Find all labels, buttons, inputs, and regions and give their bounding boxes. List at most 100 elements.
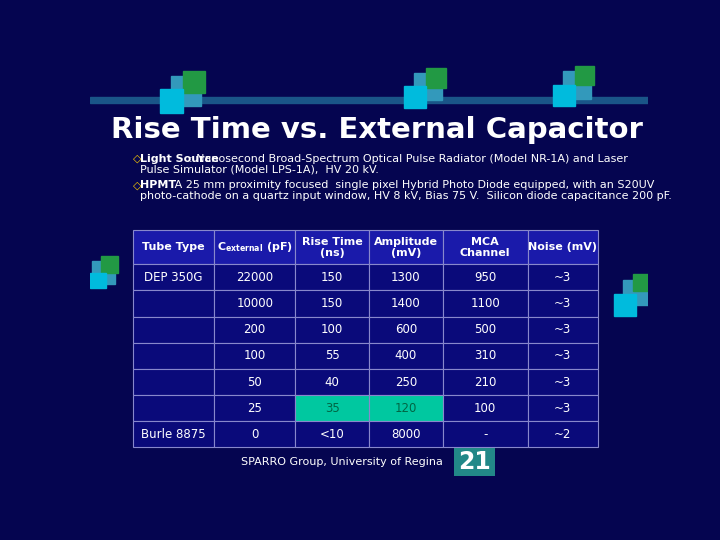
Bar bbox=[528, 291, 598, 316]
Bar bbox=[369, 369, 443, 395]
Bar bbox=[183, 71, 204, 92]
Bar bbox=[132, 343, 214, 369]
Text: C$_{\mathregular{external}}$ (pF): C$_{\mathregular{external}}$ (pF) bbox=[217, 240, 292, 254]
Bar bbox=[214, 421, 295, 448]
Text: 22000: 22000 bbox=[236, 271, 274, 284]
Bar bbox=[563, 71, 590, 99]
Text: Noise (mV): Noise (mV) bbox=[528, 242, 598, 252]
Text: 40: 40 bbox=[325, 375, 340, 389]
Text: ~3: ~3 bbox=[554, 297, 572, 310]
Bar bbox=[624, 280, 648, 305]
Bar bbox=[443, 264, 528, 291]
Bar bbox=[295, 231, 369, 264]
Bar bbox=[295, 291, 369, 316]
Bar bbox=[132, 395, 214, 421]
Text: 120: 120 bbox=[395, 402, 417, 415]
Bar bbox=[443, 343, 528, 369]
Text: DEP 350G: DEP 350G bbox=[144, 271, 202, 284]
Text: Amplitude: Amplitude bbox=[374, 237, 438, 247]
Bar bbox=[528, 231, 598, 264]
Text: ~3: ~3 bbox=[554, 402, 572, 415]
Bar bbox=[214, 395, 295, 421]
Bar bbox=[528, 421, 598, 448]
Bar bbox=[295, 421, 369, 448]
Text: Burle 8875: Burle 8875 bbox=[141, 428, 206, 441]
Text: 400: 400 bbox=[395, 349, 417, 362]
Text: 100: 100 bbox=[474, 402, 496, 415]
Text: ~3: ~3 bbox=[554, 323, 572, 336]
Text: 1300: 1300 bbox=[391, 271, 420, 284]
Text: 500: 500 bbox=[474, 323, 496, 336]
Text: 1400: 1400 bbox=[391, 297, 420, 310]
Text: 210: 210 bbox=[474, 375, 496, 389]
Text: 8000: 8000 bbox=[391, 428, 420, 441]
Text: Pulse Simulator (Model LPS-1A),  HV 20 kV.: Pulse Simulator (Model LPS-1A), HV 20 kV… bbox=[140, 165, 379, 175]
Bar bbox=[414, 72, 442, 100]
Bar bbox=[214, 343, 295, 369]
Text: -: - bbox=[483, 428, 487, 441]
Text: 310: 310 bbox=[474, 349, 496, 362]
Text: 21: 21 bbox=[458, 450, 491, 474]
Text: 50: 50 bbox=[247, 375, 262, 389]
Text: (mV): (mV) bbox=[391, 248, 421, 259]
Text: ~3: ~3 bbox=[554, 349, 572, 362]
Text: 35: 35 bbox=[325, 402, 340, 415]
Bar bbox=[614, 294, 636, 316]
Bar bbox=[132, 231, 214, 264]
Bar bbox=[132, 369, 214, 395]
Text: Rise Time vs. External Capacitor: Rise Time vs. External Capacitor bbox=[111, 116, 643, 144]
Bar bbox=[443, 395, 528, 421]
Text: Tube Type: Tube Type bbox=[142, 242, 204, 252]
Bar bbox=[369, 231, 443, 264]
Text: <10: <10 bbox=[320, 428, 345, 441]
Bar bbox=[528, 343, 598, 369]
Bar bbox=[369, 264, 443, 291]
Bar bbox=[214, 231, 295, 264]
Bar bbox=[295, 369, 369, 395]
Text: ◇: ◇ bbox=[132, 154, 141, 164]
Bar bbox=[426, 68, 446, 88]
Bar bbox=[528, 316, 598, 343]
Bar bbox=[90, 97, 648, 103]
Text: : Nanosecond Broad-Spectrum Optical Pulse Radiator (Model NR-1A) and Laser: : Nanosecond Broad-Spectrum Optical Puls… bbox=[189, 154, 628, 164]
Text: ◇: ◇ bbox=[132, 180, 141, 190]
Bar bbox=[369, 316, 443, 343]
Text: 200: 200 bbox=[243, 323, 266, 336]
Bar bbox=[214, 291, 295, 316]
Bar bbox=[132, 264, 214, 291]
Text: HPMT: HPMT bbox=[140, 180, 176, 190]
Bar bbox=[171, 76, 201, 106]
Bar bbox=[132, 421, 214, 448]
Text: 1100: 1100 bbox=[470, 297, 500, 310]
Bar bbox=[443, 316, 528, 343]
Text: 25: 25 bbox=[247, 402, 262, 415]
Bar bbox=[160, 90, 183, 112]
Text: Rise Time: Rise Time bbox=[302, 237, 363, 247]
Bar bbox=[369, 343, 443, 369]
Text: photo-cathode on a quartz input window, HV 8 kV, Bias 75 V.  Silicon diode capac: photo-cathode on a quartz input window, … bbox=[140, 191, 672, 201]
Bar bbox=[295, 316, 369, 343]
Text: MCA: MCA bbox=[472, 237, 499, 247]
Bar bbox=[369, 291, 443, 316]
Bar bbox=[528, 395, 598, 421]
Bar bbox=[443, 369, 528, 395]
Text: :  A 25 mm proximity focused  single pixel Hybrid Photo Diode equipped, with an : : A 25 mm proximity focused single pixel… bbox=[164, 180, 654, 190]
Text: 100: 100 bbox=[321, 323, 343, 336]
Text: 100: 100 bbox=[243, 349, 266, 362]
Bar bbox=[554, 85, 575, 106]
Bar bbox=[214, 264, 295, 291]
Text: 10000: 10000 bbox=[236, 297, 273, 310]
Bar bbox=[214, 316, 295, 343]
Text: 150: 150 bbox=[321, 297, 343, 310]
Bar bbox=[132, 291, 214, 316]
Text: SPARRO Group, University of Regina: SPARRO Group, University of Regina bbox=[241, 457, 443, 467]
Bar bbox=[632, 274, 649, 291]
Bar bbox=[404, 86, 426, 108]
Bar bbox=[528, 369, 598, 395]
Bar bbox=[132, 316, 214, 343]
Text: Channel: Channel bbox=[460, 248, 510, 259]
Text: 0: 0 bbox=[251, 428, 258, 441]
Text: 250: 250 bbox=[395, 375, 417, 389]
Bar bbox=[101, 256, 118, 273]
Bar bbox=[575, 66, 594, 85]
